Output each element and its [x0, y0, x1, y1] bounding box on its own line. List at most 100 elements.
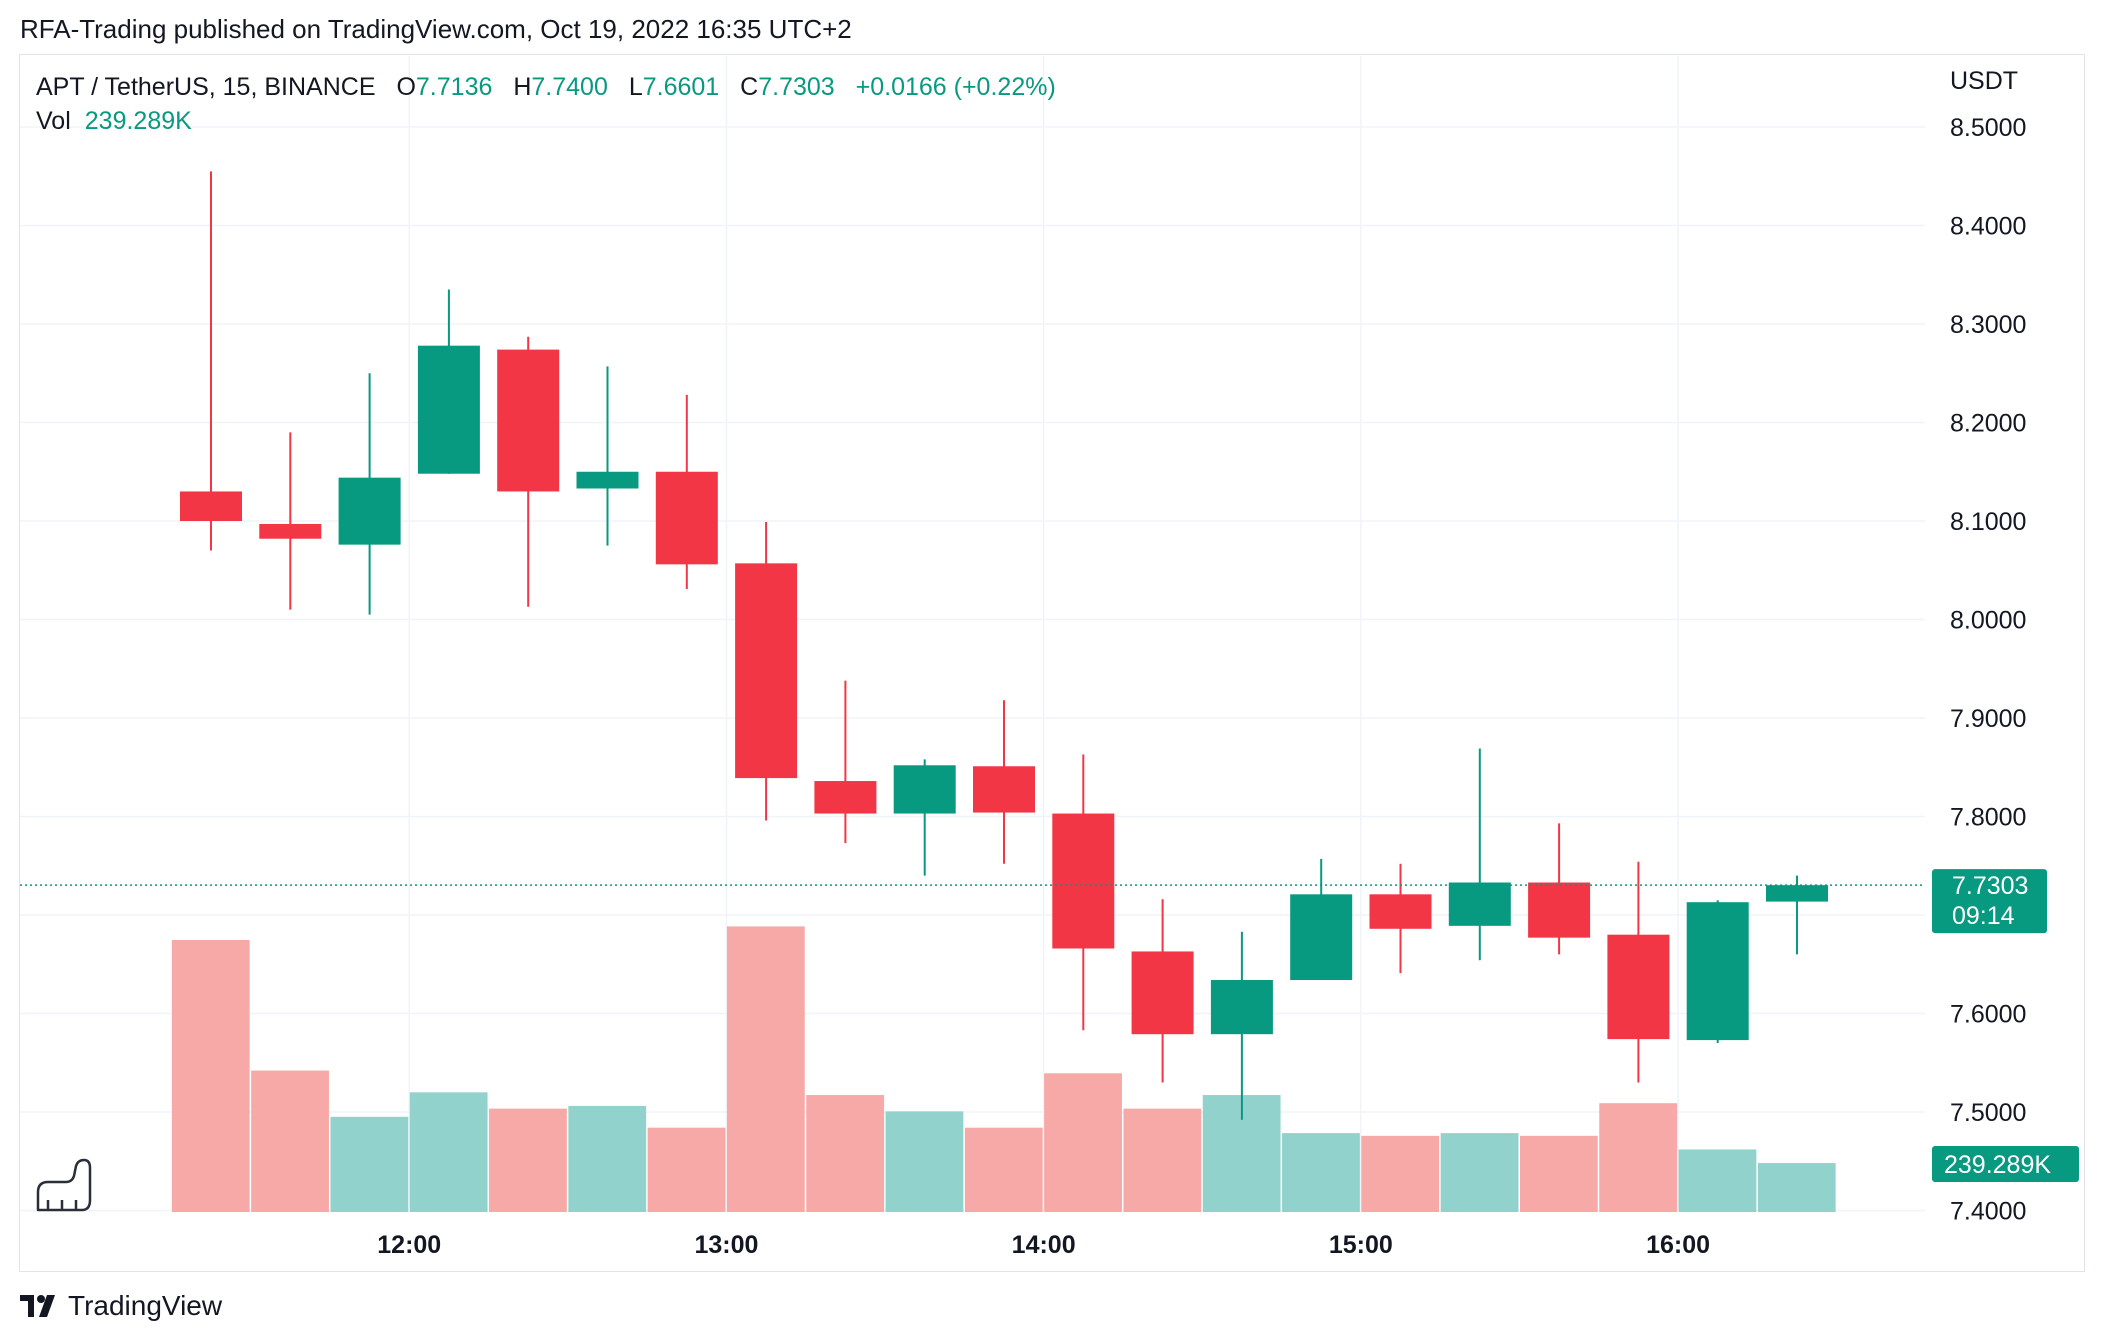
candle-body	[497, 349, 560, 492]
volume-bar	[1282, 1133, 1360, 1212]
volume-bar	[1044, 1073, 1122, 1212]
publish-header: RFA-Trading published on TradingView.com…	[20, 14, 852, 44]
volume-bar	[726, 926, 805, 1212]
volume-bar	[1361, 1135, 1440, 1212]
candle-body	[1766, 885, 1828, 902]
volume-bar	[1519, 1135, 1598, 1212]
volume-bar	[647, 1127, 726, 1212]
candle	[814, 680, 877, 844]
candle-body	[893, 765, 956, 814]
volume-bar	[330, 1116, 409, 1212]
chart-frame	[19, 54, 2085, 1272]
volume-bar	[885, 1111, 964, 1212]
volume-bar	[806, 1095, 885, 1212]
candle	[1210, 931, 1273, 1120]
candle	[576, 366, 639, 546]
candle	[893, 759, 956, 876]
candle-body	[1528, 882, 1591, 938]
symbol-legend: APT / TetherUS, 15, BINANCE O7.7136 H7.7…	[36, 70, 1056, 138]
price-tick-label: 8.5000	[1950, 114, 2026, 142]
low-label: L	[628, 73, 643, 101]
volume-bar	[1599, 1103, 1678, 1212]
candles	[180, 171, 1828, 1120]
volume-label: Vol	[36, 107, 71, 135]
ohlc-row: APT / TetherUS, 15, BINANCE O7.7136 H7.7…	[36, 70, 1056, 104]
high-value: 7.7400	[531, 73, 608, 101]
candle	[973, 700, 1035, 864]
close-value: 7.7303	[758, 73, 835, 101]
price-tick-label: 7.9000	[1950, 705, 2026, 733]
candle-body	[1052, 813, 1115, 949]
volume-bar	[1757, 1163, 1836, 1212]
volume-badge-text: 239.289K	[1944, 1151, 2051, 1179]
candle	[1448, 748, 1511, 961]
volume-bar	[1440, 1133, 1519, 1212]
symbol-label: APT / TetherUS, 15, BINANCE	[36, 73, 376, 101]
candle	[655, 394, 718, 589]
dinosaur-outline	[36, 1158, 92, 1212]
price-axis: 8.5000 8.4000 8.3000 8.2000 8.1000 8.0000 7.90…	[1950, 67, 2026, 1226]
candle-body	[576, 471, 639, 489]
candle	[1528, 823, 1591, 955]
candle	[1369, 863, 1432, 974]
price-tick-label: 8.4000	[1950, 213, 2026, 241]
time-tick-label: 16:00	[1646, 1231, 1710, 1259]
current-price-badge	[1932, 869, 2047, 934]
price-tick-label: 7.4000	[1950, 1198, 2026, 1226]
candle-body	[417, 345, 480, 474]
candle	[417, 289, 480, 474]
time-tick-label: 14:00	[1012, 1231, 1076, 1259]
candle-body	[1607, 934, 1670, 1040]
candle	[1607, 861, 1670, 1083]
candle-body	[814, 781, 877, 814]
dinosaur-icon	[36, 1158, 92, 1212]
price-tick-label: 7.8000	[1950, 804, 2026, 832]
candle	[1290, 858, 1353, 981]
volume-bar	[568, 1105, 647, 1212]
candle-body	[1290, 894, 1353, 981]
volume-value: 239.289K	[84, 107, 192, 135]
candle-body	[1131, 951, 1194, 1035]
candle-body	[1369, 894, 1432, 929]
volume-badge	[1932, 1146, 2079, 1182]
time-axis: 12:00 13:00 14:00 15:00 16:00	[377, 1231, 1710, 1259]
candle	[735, 521, 798, 821]
price-tick-label: 8.1000	[1950, 508, 2026, 536]
volume-bar	[409, 1092, 488, 1212]
price-tick-label: 8.3000	[1950, 311, 2026, 339]
candle-body	[338, 477, 401, 545]
price-tick-label: 8.2000	[1950, 410, 2026, 438]
countdown-text: 09:14	[1952, 902, 2015, 930]
volume-bar	[964, 1127, 1043, 1212]
candle-body	[655, 471, 718, 565]
high-label: H	[513, 73, 532, 101]
candle	[180, 171, 242, 551]
current-price-text: 7.7303	[1952, 872, 2028, 900]
candle	[1131, 899, 1194, 1083]
tradingview-brand: TradingView	[68, 1290, 223, 1321]
volume-bars	[171, 926, 1836, 1212]
open-value: 7.7136	[415, 73, 493, 101]
volume-bar	[1678, 1149, 1757, 1212]
candle-body	[1686, 902, 1749, 1041]
price-tick-label: 8.0000	[1950, 607, 2026, 635]
low-value: 7.6601	[642, 73, 720, 101]
candle-body	[180, 491, 242, 521]
time-tick-label: 13:00	[694, 1231, 758, 1259]
open-label: O	[396, 73, 416, 101]
price-tick-label: 7.5000	[1950, 1099, 2026, 1127]
volume-bar	[171, 940, 250, 1212]
volume-row: Vol 239.289K	[36, 104, 1056, 138]
chart-grid	[20, 56, 1925, 1212]
candle	[1686, 900, 1749, 1044]
time-tick-label: 12:00	[377, 1231, 441, 1259]
price-tick-label: 7.6000	[1950, 1001, 2026, 1029]
tradingview-footer[interactable]: TradingView	[20, 1290, 222, 1322]
candle-body	[973, 766, 1035, 813]
volume-bar	[251, 1070, 329, 1212]
currency-label: USDT	[1950, 67, 2018, 95]
volume-bar	[489, 1108, 567, 1212]
candle	[497, 336, 560, 607]
